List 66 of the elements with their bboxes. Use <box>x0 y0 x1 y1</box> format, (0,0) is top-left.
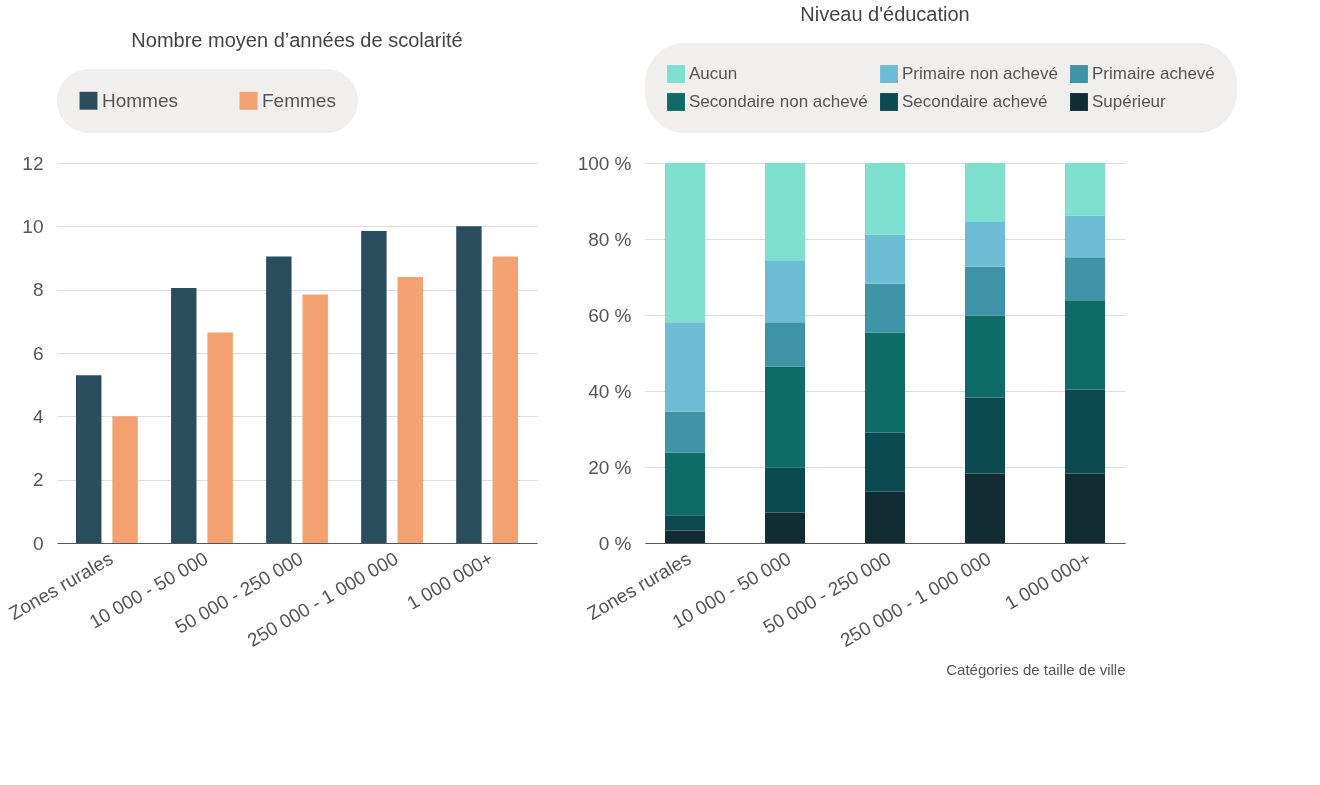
x-axis-title: Catégories de taille de ville <box>946 661 1126 678</box>
chart-title: Nombre moyen d’années de scolarité <box>131 29 463 51</box>
bar <box>965 163 1005 222</box>
bar <box>665 452 705 516</box>
bar <box>865 163 905 235</box>
y-tick-label: 0 <box>32 532 44 554</box>
legend-label: Primaire non achevé <box>902 64 1058 84</box>
bar <box>665 163 705 323</box>
bar <box>76 375 102 543</box>
legend-label: Hommes <box>102 89 179 111</box>
y-tick-label: 4 <box>32 405 44 427</box>
bar <box>965 315 1005 398</box>
bar <box>1065 215 1105 258</box>
bar <box>965 221 1005 267</box>
bar <box>1065 473 1105 543</box>
y-tick-label: 20 % <box>588 456 632 478</box>
bar <box>266 256 292 543</box>
y-tick-label: 60 % <box>588 304 632 326</box>
bar <box>965 266 1005 316</box>
bar <box>765 366 805 468</box>
bar <box>1065 257 1105 301</box>
bar <box>965 473 1005 543</box>
bar <box>765 512 805 543</box>
bar <box>865 491 905 543</box>
bar <box>865 432 905 492</box>
bar <box>765 322 805 367</box>
legend-label: Primaire achevé <box>1092 64 1215 84</box>
bar <box>665 530 705 543</box>
bar <box>456 226 482 543</box>
y-tick-label: 80 % <box>588 228 632 250</box>
bar <box>865 283 905 333</box>
bar <box>865 332 905 433</box>
chart-title: Niveau d'éducation <box>800 3 970 25</box>
y-tick-label: 8 <box>32 279 44 301</box>
bar <box>302 294 328 543</box>
x-tick-label: 1 000 000+ <box>1001 547 1095 614</box>
bar <box>207 332 233 543</box>
bar <box>1065 389 1105 474</box>
y-tick-label: 40 % <box>588 380 632 402</box>
legend-label: Femmes <box>262 89 336 111</box>
bar <box>1065 163 1105 216</box>
bar <box>665 322 705 412</box>
bar <box>1065 300 1105 390</box>
bar <box>665 515 705 531</box>
bar <box>171 288 197 543</box>
y-tick-label: 0 % <box>598 532 632 554</box>
y-tick-label: 12 <box>22 152 44 174</box>
y-tick-label: 100 % <box>577 152 632 174</box>
bar <box>765 467 805 513</box>
bar <box>765 260 805 323</box>
legend-label: Secondaire achevé <box>902 92 1048 111</box>
bar <box>112 416 138 543</box>
bar <box>665 411 705 453</box>
x-tick-label: 1 000 000+ <box>403 547 497 614</box>
bar <box>361 231 387 543</box>
legend-label: Aucun <box>689 64 738 84</box>
bar <box>865 234 905 284</box>
bar <box>492 256 518 543</box>
bar <box>965 397 1005 474</box>
legend-label: Supérieur <box>1092 92 1167 111</box>
bar <box>397 277 423 543</box>
legend-label: Secondaire non achevé <box>689 92 868 111</box>
bar <box>765 163 805 261</box>
y-tick-label: 10 <box>22 215 44 237</box>
y-tick-label: 6 <box>32 342 44 364</box>
y-tick-label: 2 <box>32 469 44 491</box>
